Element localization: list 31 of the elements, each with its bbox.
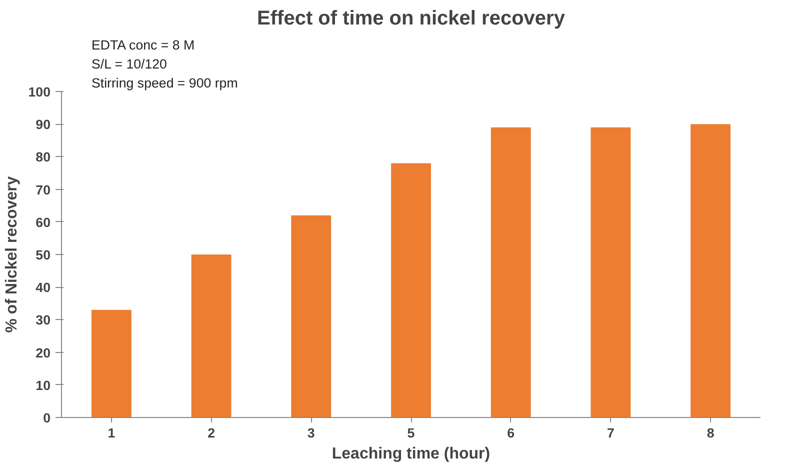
y-axis-title: % of Nickel recovery [3,176,20,333]
bar [391,163,431,418]
bar [690,124,731,418]
text: S/L = 10/120 [92,56,167,72]
y-tick-label: 60 [36,214,51,230]
y-tick-label: 40 [36,280,51,296]
chart-title: Effect of time on nickel recovery [257,8,566,30]
y-tick-label: 0 [43,410,51,426]
bar [590,127,631,418]
y-tick-label: 80 [36,150,51,165]
bar [91,310,132,418]
x-tick-label: 7 [607,426,614,440]
x-tick-label: 1 [108,426,116,440]
x-tick-label: 6 [507,426,515,440]
y-tick-label: 10 [36,378,51,393]
text: Stirring speed = 900 rpm [92,76,238,90]
text: EDTA conc = 8 M [92,38,195,52]
bar [291,215,332,418]
x-axis-title: Leaching time (hour) [332,446,490,462]
y-tick-label: 90 [36,117,51,132]
x-tick-label: 5 [407,426,416,440]
x-tick-label: 3 [307,426,315,440]
y-tick-label: 70 [36,182,51,198]
bar [490,127,531,418]
x-tick-label: 8 [706,426,714,440]
bar [191,254,232,418]
y-tick-label: 30 [36,312,51,328]
y-tick-label: 100 [28,84,51,100]
y-tick-label: 20 [36,345,51,360]
x-tick-label: 2 [208,426,215,440]
y-tick-label: 50 [36,248,51,262]
